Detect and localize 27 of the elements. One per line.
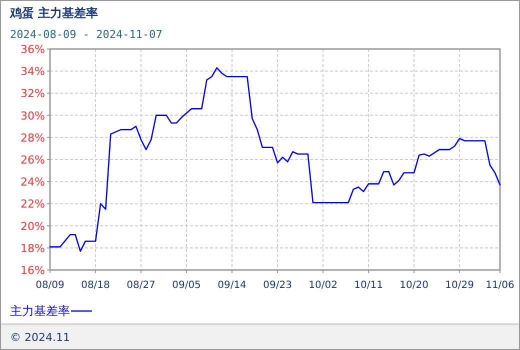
y-tick-label: 36%: [20, 43, 45, 56]
y-tick-label: 16%: [20, 264, 45, 277]
chart-title: 鸡蛋 主力基差率: [9, 6, 98, 20]
y-tick-label: 32%: [20, 87, 45, 100]
y-tick-label: 30%: [20, 109, 45, 122]
x-tick-label: 09/23: [263, 280, 292, 291]
x-tick-label: 10/11: [354, 280, 383, 291]
y-tick-label: 28%: [20, 131, 45, 144]
y-tick-label: 20%: [20, 220, 45, 233]
x-tick-label: 10/02: [308, 280, 338, 291]
x-tick-label: 09/14: [218, 280, 246, 291]
x-tick-label: 10/20: [400, 280, 428, 291]
y-tick-label: 18%: [20, 242, 45, 255]
y-tick-label: 26%: [20, 154, 45, 166]
y-tick-label: 24%: [20, 176, 45, 189]
text: © 2024.11: [10, 331, 70, 344]
x-tick-label: 09/05: [172, 280, 201, 291]
x-tick-label: 08/27: [126, 280, 156, 291]
y-tick-label: 34%: [20, 65, 45, 78]
y-tick-label: 22%: [20, 198, 45, 211]
chart-subtitle: 2024-08-09 - 2024-11-07: [10, 28, 162, 41]
x-tick-label: 10/29: [445, 280, 474, 291]
x-tick-label: 08/18: [81, 280, 110, 291]
x-tick-label: 11/06: [486, 280, 514, 291]
legend-label: 主力基差率: [10, 304, 70, 318]
line-series: [49, 67, 501, 252]
x-tick-label: 08/09: [36, 280, 64, 291]
